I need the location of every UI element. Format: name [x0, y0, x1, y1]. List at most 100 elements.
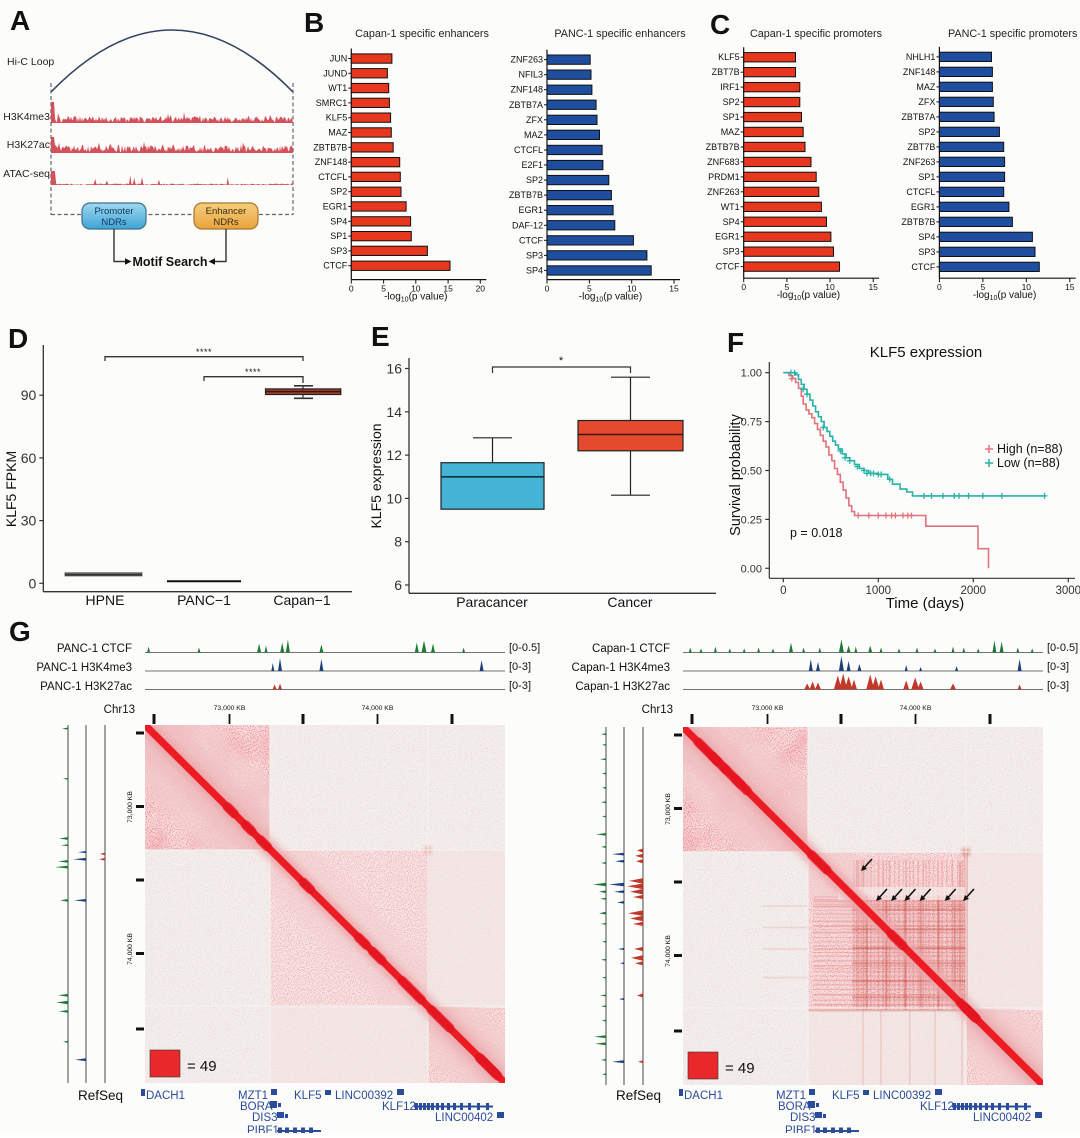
svg-text:[0-0.5]: [0-0.5]	[1047, 642, 1078, 654]
svg-text:3000: 3000	[1056, 585, 1080, 597]
svg-text:30: 30	[21, 513, 37, 529]
svg-text:D: D	[8, 323, 28, 354]
svg-text:ZNF263: ZNF263	[707, 187, 740, 197]
svg-text:5: 5	[381, 284, 386, 294]
svg-text:LINC00392: LINC00392	[335, 1090, 393, 1102]
svg-text:15: 15	[669, 284, 679, 294]
svg-text:SP2: SP2	[918, 127, 935, 137]
svg-text:ZFX: ZFX	[918, 97, 935, 107]
svg-text:ZBTB7A: ZBTB7A	[509, 100, 543, 110]
svg-text:MAZ: MAZ	[916, 82, 936, 92]
svg-text:RefSeq: RefSeq	[616, 1088, 661, 1103]
svg-text:IRF1: IRF1	[720, 82, 740, 92]
svg-text:[0-3]: [0-3]	[1047, 680, 1069, 692]
svg-text:SP2: SP2	[723, 97, 740, 107]
svg-text:PRDM1: PRDM1	[708, 172, 740, 182]
svg-text:C: C	[710, 9, 730, 40]
svg-text:SP4: SP4	[918, 232, 935, 242]
svg-text:MZT1: MZT1	[776, 1090, 806, 1102]
svg-text:-log10(p value): -log10(p value)	[384, 292, 447, 304]
svg-text:SP2: SP2	[330, 187, 347, 197]
svg-text:High (n=88): High (n=88)	[997, 442, 1063, 456]
svg-text:PANC-1 specific enhancers: PANC-1 specific enhancers	[554, 28, 686, 40]
svg-text:73,000 KB: 73,000 KB	[665, 793, 672, 825]
svg-text:SP3: SP3	[330, 246, 347, 256]
svg-text:ZNF148: ZNF148	[315, 157, 348, 167]
svg-text:CTCFL: CTCFL	[906, 187, 935, 197]
svg-text:Chr13: Chr13	[104, 704, 135, 716]
svg-text:PANC-1 CTCF: PANC-1 CTCF	[57, 643, 132, 655]
svg-text:LINC00402: LINC00402	[973, 1112, 1031, 1124]
svg-text:ZBT7B: ZBT7B	[712, 67, 740, 77]
svg-text:SP3: SP3	[526, 250, 543, 260]
svg-text:NFIL3: NFIL3	[518, 70, 543, 80]
svg-text:*: *	[559, 355, 564, 367]
svg-text:0.00: 0.00	[741, 563, 762, 575]
svg-text:CTCF: CTCF	[716, 262, 740, 272]
svg-text:74,000 KB: 74,000 KB	[900, 705, 932, 712]
svg-text:SP4: SP4	[526, 265, 543, 275]
svg-text:EGR1: EGR1	[715, 232, 740, 242]
svg-text:MZT1: MZT1	[238, 1090, 268, 1102]
svg-text:0: 0	[780, 585, 786, 597]
svg-text:B: B	[304, 7, 324, 38]
svg-text:10: 10	[627, 284, 637, 294]
svg-text:PANC−1: PANC−1	[177, 592, 231, 608]
svg-text:WT1: WT1	[721, 202, 740, 212]
svg-text:ZNF148: ZNF148	[903, 67, 936, 77]
svg-text:NDRs: NDRs	[213, 217, 239, 228]
svg-text:12: 12	[386, 447, 402, 463]
svg-text:15: 15	[443, 284, 453, 294]
svg-text:LINC00392: LINC00392	[873, 1090, 931, 1102]
svg-text:74,000 KB: 74,000 KB	[665, 935, 672, 967]
svg-text:HPNE: HPNE	[86, 592, 125, 608]
svg-text:ZBTB7B: ZBTB7B	[706, 142, 740, 152]
svg-text:DAF-12: DAF-12	[512, 220, 543, 230]
svg-text:Hi-C Loop: Hi-C Loop	[7, 56, 54, 68]
svg-text:DACH1: DACH1	[146, 1090, 185, 1102]
svg-text:KLF5 expression: KLF5 expression	[368, 423, 384, 528]
svg-text:SP3: SP3	[723, 247, 740, 257]
svg-text:SP4: SP4	[723, 217, 740, 227]
svg-text:WT1: WT1	[328, 83, 347, 93]
svg-text:SP3: SP3	[918, 247, 935, 257]
svg-text:Capan-1 specific promoters: Capan-1 specific promoters	[750, 28, 883, 40]
svg-text:CTCF: CTCF	[323, 261, 347, 271]
svg-text:KLF5: KLF5	[832, 1090, 860, 1102]
svg-text:G: G	[9, 616, 31, 647]
svg-text:ZFX: ZFX	[526, 115, 543, 125]
svg-text:ZNF148: ZNF148	[510, 85, 543, 95]
svg-text:KLF12: KLF12	[920, 1101, 954, 1113]
svg-text:15: 15	[1065, 282, 1075, 292]
svg-text:6: 6	[394, 577, 402, 593]
svg-text:EGR1: EGR1	[911, 202, 936, 212]
svg-text:KLF5 expression: KLF5 expression	[870, 344, 983, 361]
svg-text:Survival probability: Survival probability	[728, 413, 744, 535]
svg-text:-log10(p value): -log10(p value)	[579, 292, 642, 304]
svg-text:10: 10	[411, 284, 421, 294]
svg-text:16: 16	[386, 361, 402, 377]
svg-text:JUND: JUND	[323, 68, 347, 78]
svg-text:0: 0	[937, 282, 942, 292]
svg-text:PIBF1: PIBF1	[785, 1125, 817, 1133]
svg-text:PIBF1: PIBF1	[247, 1125, 279, 1133]
svg-text:[0-3]: [0-3]	[509, 680, 531, 692]
svg-text:NHLH1: NHLH1	[906, 52, 936, 62]
svg-text:0.75: 0.75	[741, 417, 762, 429]
svg-text:****: ****	[196, 347, 212, 357]
svg-text:CTCF: CTCF	[519, 235, 543, 245]
svg-text:Chr13: Chr13	[642, 704, 673, 716]
svg-text:JUN: JUN	[330, 54, 348, 64]
svg-text:ZBTB7B: ZBTB7B	[509, 190, 543, 200]
svg-text:MAZ: MAZ	[328, 128, 348, 138]
svg-text:0: 0	[349, 284, 354, 294]
svg-text:SP2: SP2	[526, 175, 543, 185]
svg-text:ZBT7B: ZBT7B	[907, 142, 935, 152]
svg-text:5: 5	[785, 282, 790, 292]
svg-text:= 49: = 49	[725, 1060, 755, 1077]
svg-text:RefSeq: RefSeq	[78, 1088, 123, 1103]
svg-text:PANC-1 specific promoters: PANC-1 specific promoters	[948, 28, 1078, 40]
svg-text:E2F1: E2F1	[521, 160, 543, 170]
svg-text:****: ****	[245, 367, 261, 377]
svg-text:ZNF263: ZNF263	[510, 55, 543, 65]
